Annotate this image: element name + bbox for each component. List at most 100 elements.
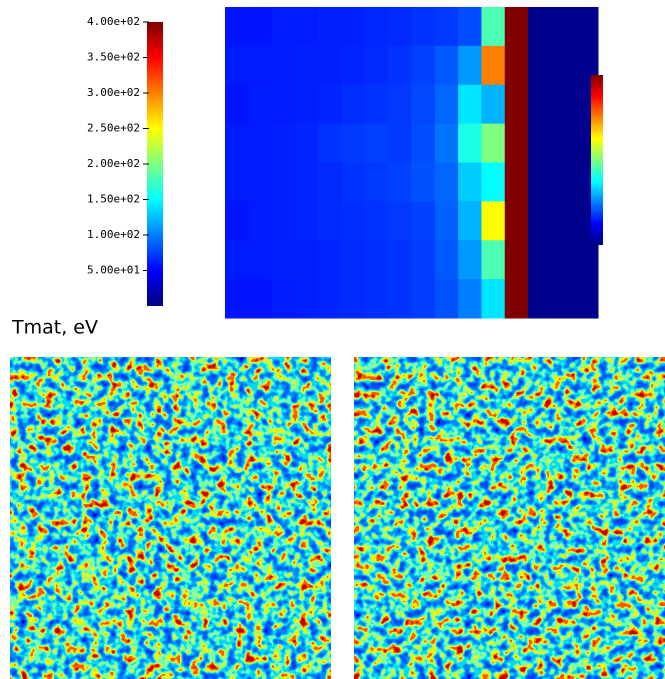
heatmap-cell [388, 240, 412, 280]
y-tick-label: 2.50e+02 [87, 122, 140, 135]
heatmap-cell [528, 45, 552, 86]
heatmap-cell [225, 240, 249, 280]
noise-panel [354, 357, 665, 679]
heatmap-cell [551, 201, 576, 241]
heatmap-cell [225, 45, 249, 86]
heatmap-cell [551, 279, 576, 319]
heatmap-cell [364, 84, 389, 125]
heatmap-cell [248, 162, 273, 202]
heatmap-cell [481, 240, 506, 280]
y-tick-label: 2.00e+02 [87, 157, 140, 170]
heatmap-cell [458, 7, 482, 47]
heatmap-cell [364, 123, 389, 163]
y-tick-label: 1.00e+02 [87, 228, 140, 241]
heatmap-cell [248, 201, 273, 241]
heatmap-cell [528, 84, 552, 125]
heatmap-cell [271, 201, 296, 241]
heatmap-cell [388, 162, 412, 202]
heatmap-cell [458, 240, 482, 280]
heatmap-cell [528, 123, 552, 163]
inset-colorbar [591, 75, 603, 245]
heatmap-cell [574, 240, 599, 280]
heatmap-cell [481, 84, 506, 125]
heatmap-cell [318, 201, 343, 241]
heatmap-cell [388, 84, 412, 125]
heatmap-cell [294, 84, 319, 125]
heatmap-cell [271, 84, 296, 125]
heatmap-cell [528, 162, 552, 202]
heatmap-cell [458, 162, 482, 202]
heatmap-cell [294, 162, 319, 202]
heatmap-cell [504, 240, 529, 280]
heatmap-cell [294, 7, 319, 47]
heatmap-cell [481, 279, 506, 319]
heatmap-cell [364, 240, 389, 280]
heatmap-cell [434, 123, 459, 163]
heatmap-cell [458, 45, 482, 86]
heatmap-cell [318, 45, 343, 86]
heatmap-cell [341, 123, 366, 163]
heatmap-cell [551, 240, 576, 280]
heatmap-cell [318, 240, 343, 280]
heatmap-cell [504, 279, 529, 319]
heatmap-cell [318, 7, 343, 47]
heatmap-cell [411, 162, 436, 202]
heatmap-cell [294, 240, 319, 280]
heatmap-cell [551, 7, 576, 47]
heatmap-cell [225, 279, 249, 319]
heatmap-cell [388, 201, 412, 241]
heatmap-cell [271, 123, 296, 163]
heatmap-cell [458, 279, 482, 319]
heatmap-cell [318, 123, 343, 163]
heatmap-cell [574, 279, 599, 319]
heatmap-cell [225, 84, 249, 125]
heatmap-cell [318, 84, 343, 125]
y-tick-label: 5.00e+01 [87, 264, 140, 277]
heatmap-cell [318, 162, 343, 202]
heatmap-cell [341, 84, 366, 125]
heatmap-cell [271, 162, 296, 202]
heatmap-cell [294, 45, 319, 86]
heatmap-cell [528, 240, 552, 280]
heatmap-cell [481, 162, 506, 202]
heatmap-cell [481, 7, 506, 47]
heatmap-cell [551, 45, 576, 86]
heatmap-cell [434, 45, 459, 86]
heatmap-cell [434, 7, 459, 47]
heatmap-cell [271, 7, 296, 47]
heatmap-cell [248, 45, 273, 86]
heatmap-cell [225, 162, 249, 202]
heatmap-cell [364, 45, 389, 86]
heatmap-cell [248, 279, 273, 319]
heatmap-cell [458, 201, 482, 241]
heatmap-cell [388, 45, 412, 86]
heatmap-cell [341, 162, 366, 202]
heatmap-cell [434, 84, 459, 125]
heatmap-cell [411, 279, 436, 319]
heatmap-cell [481, 201, 506, 241]
heatmap-cell [434, 201, 459, 241]
heatmap-cell [458, 84, 482, 125]
heatmap-cell [364, 201, 389, 241]
colorbar [147, 22, 163, 306]
heatmap-cell [551, 162, 576, 202]
heatmap-cell [504, 84, 529, 125]
heatmap-cell [341, 240, 366, 280]
y-tick-label: 3.50e+02 [87, 51, 140, 64]
heatmap-cell [504, 162, 529, 202]
heatmap-cell [411, 45, 436, 86]
heatmap-cell [528, 7, 552, 47]
heatmap-cell [411, 123, 436, 163]
heatmap-cell [225, 7, 249, 47]
heatmap-cell [341, 201, 366, 241]
heatmap-cell [411, 84, 436, 125]
heatmap-cell [318, 279, 343, 319]
heatmap-cell [481, 123, 506, 163]
heatmap-cell [341, 45, 366, 86]
noise-panel [10, 357, 331, 679]
heatmap-cell [271, 240, 296, 280]
heatmap-cell [481, 45, 506, 86]
heatmap-cell [225, 123, 249, 163]
heatmap-cell [528, 201, 552, 241]
